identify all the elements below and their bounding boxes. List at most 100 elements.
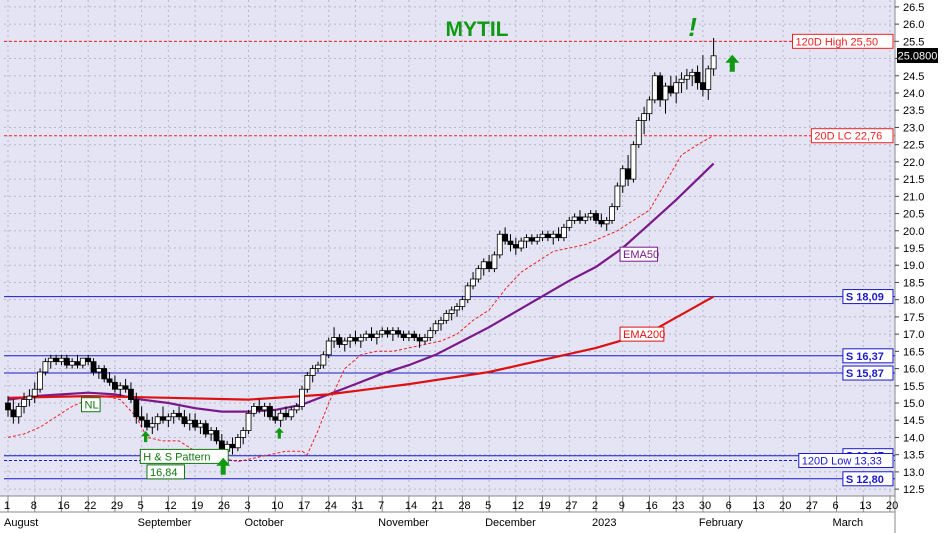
- candle-body: [705, 68, 712, 90]
- candle-body: [315, 364, 321, 369]
- candle-body: [491, 254, 498, 270]
- candle-body: [299, 388, 305, 407]
- candle-body: [138, 416, 145, 421]
- candle-body: [502, 233, 509, 242]
- candle-body: [117, 385, 124, 390]
- x-month-label: 2023: [592, 517, 616, 529]
- x-tick-label: 10: [271, 500, 283, 512]
- y-tick-label: 21.5: [903, 174, 924, 186]
- grid: [0, 0, 896, 533]
- y-tick-label: 17.0: [903, 329, 924, 341]
- candle-body: [47, 357, 54, 363]
- annotation-box: [619, 326, 665, 342]
- candle-body: [561, 226, 567, 239]
- candle-body: [582, 216, 589, 221]
- y-tick-label: 16.5: [903, 346, 924, 358]
- candle-body: [454, 306, 460, 311]
- candle-body: [619, 168, 626, 187]
- y-tick-label: 22.5: [903, 140, 924, 152]
- candle-body: [283, 412, 289, 418]
- candle-body: [325, 340, 332, 356]
- candle-body: [395, 330, 402, 335]
- candle-body: [673, 82, 680, 94]
- annotation-label: EMA50: [623, 249, 659, 261]
- x-tick-label: 6: [833, 500, 839, 512]
- candle-body: [555, 233, 562, 239]
- candle-body: [518, 240, 525, 249]
- candle-body: [523, 237, 530, 242]
- candle-body: [42, 361, 49, 373]
- x-tick-label: 21: [432, 500, 444, 512]
- x-tick-label: 9: [619, 500, 625, 512]
- candle-body: [341, 340, 348, 345]
- candle-body: [181, 416, 188, 425]
- x-month-label: August: [4, 517, 38, 529]
- candle-body: [571, 216, 578, 221]
- candle-body: [261, 406, 268, 411]
- candle-body: [293, 406, 300, 411]
- x-tick-label: 27: [565, 500, 577, 512]
- x-tick-label: 13: [752, 500, 764, 512]
- candle-body: [406, 333, 412, 338]
- signal-arrows: [141, 54, 740, 475]
- candle-body: [438, 319, 444, 325]
- candle-body: [331, 337, 337, 342]
- y-tick-label: 21.0: [903, 191, 924, 203]
- x-tick-label: 12: [164, 500, 176, 512]
- x-tick-label: 19: [539, 500, 551, 512]
- candle-body: [31, 388, 38, 397]
- x-axis-band: [0, 496, 895, 533]
- candle-body: [5, 402, 11, 411]
- candle-body: [79, 357, 86, 366]
- candle-body: [384, 330, 391, 335]
- x-tick-label: 3: [245, 500, 251, 512]
- x-tick-label: 20: [886, 500, 898, 512]
- candle-body: [277, 412, 284, 421]
- candle-body: [400, 333, 407, 338]
- x-tick-label: 6: [726, 500, 732, 512]
- reference-label: S 12,80: [846, 474, 884, 486]
- candle-body: [646, 99, 653, 115]
- candle-body: [208, 430, 215, 435]
- x-month-label: October: [245, 517, 284, 529]
- candle-body: [427, 330, 434, 338]
- candle-body: [10, 409, 17, 418]
- x-tick-label: 12: [512, 500, 524, 512]
- y-tick-label: 18.5: [903, 277, 924, 289]
- candle-body: [416, 337, 423, 342]
- up-arrow-icon: [725, 54, 740, 72]
- reference-label-box: [792, 33, 894, 49]
- series-line: [7, 295, 715, 401]
- reference-label-box: [842, 365, 894, 381]
- candle-body: [15, 406, 22, 418]
- reference-lines: 120D High 25,50 20D LC 22,76 S 18,09 S 16,3…: [4, 33, 895, 487]
- candle-body: [267, 406, 273, 418]
- candle-body: [250, 406, 257, 414]
- candle-body: [106, 378, 113, 383]
- candle-body: [464, 285, 471, 301]
- candle-body: [133, 399, 140, 418]
- candle-body: [95, 368, 102, 373]
- candle-body: [154, 416, 161, 425]
- reference-label-box: [810, 128, 894, 144]
- y-tick-label: 19.0: [903, 260, 924, 272]
- candle-body: [411, 333, 418, 338]
- y-tick-label: 14.0: [903, 432, 924, 444]
- reference-label: 20D LC 22,76: [814, 131, 882, 143]
- y-tick-label: 24.5: [903, 71, 924, 83]
- candle-body: [176, 412, 182, 418]
- candle-body: [192, 419, 198, 428]
- reference-label: S 15,87: [846, 368, 884, 380]
- candle-body: [700, 82, 706, 90]
- x-tick-label: 5: [485, 500, 491, 512]
- reference-label-box: [842, 348, 894, 364]
- candle-body: [58, 357, 65, 363]
- y-tick-label: 15.5: [903, 381, 924, 393]
- candle-body: [347, 337, 354, 342]
- y-tick-label: 13.5: [903, 450, 924, 462]
- candle-body: [496, 233, 503, 256]
- candle-body: [352, 337, 359, 342]
- candle-body: [662, 85, 669, 101]
- candle-body: [197, 423, 204, 428]
